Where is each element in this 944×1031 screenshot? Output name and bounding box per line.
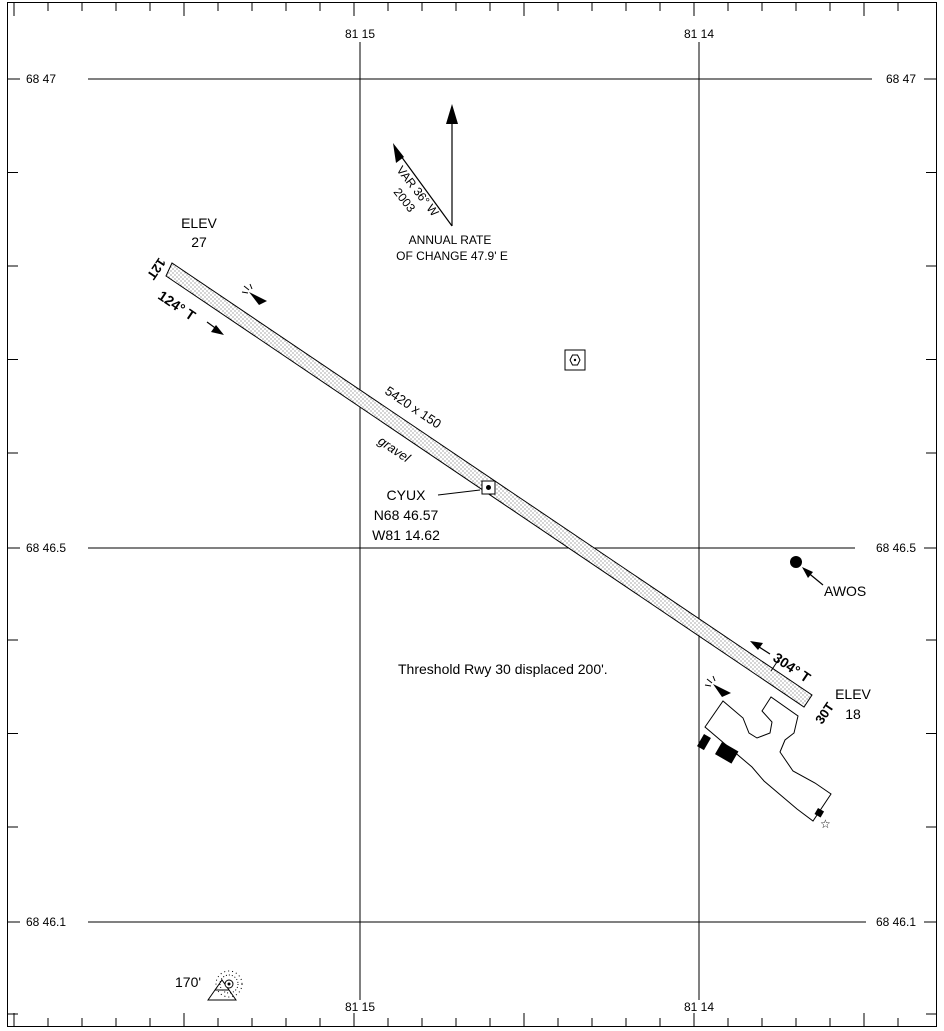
latitude-label-middle-left: 68 46.5 bbox=[26, 541, 66, 555]
latitude-label-top-right: 68 47 bbox=[886, 72, 916, 86]
runway-12-designator: 12T bbox=[144, 255, 169, 282]
airport-ident: CYUX bbox=[387, 487, 427, 503]
displaced-threshold-line bbox=[770, 658, 780, 672]
approach-light-icon-12 bbox=[241, 283, 267, 305]
approach-light-icon-30 bbox=[704, 675, 731, 697]
longitude-label-west-top: 81 15 bbox=[345, 27, 375, 41]
annual-rate-line2: OF CHANGE 47.9' E bbox=[396, 249, 508, 263]
latitude-label-middle-right: 68 46.5 bbox=[876, 541, 916, 555]
border-ticks bbox=[8, 3, 936, 1026]
longitude-label-east-bottom: 81 14 bbox=[684, 1000, 714, 1014]
building-2 bbox=[715, 742, 739, 764]
longitude-label-east-top: 81 14 bbox=[684, 27, 714, 41]
runway-12-heading-arrow bbox=[206, 321, 224, 335]
magnetic-north-arrow bbox=[393, 143, 453, 227]
obstruction-light-icon bbox=[207, 970, 243, 1001]
longitude-label-west-bottom: 81 15 bbox=[345, 1000, 375, 1014]
awos-label: AWOS bbox=[824, 583, 866, 599]
latitude-label-bottom-left: 68 46.1 bbox=[26, 915, 66, 929]
navaid-icon bbox=[564, 349, 586, 371]
threshold-note: Threshold Rwy 30 displaced 200'. bbox=[398, 661, 608, 677]
latitude-label-top-left: 68 47 bbox=[26, 72, 56, 86]
airport-ident-leader bbox=[437, 489, 481, 496]
airport-reference-point-icon bbox=[481, 480, 496, 495]
awos-arrow bbox=[802, 567, 824, 586]
obstacle-height: 170' bbox=[175, 974, 201, 990]
runway-30-designator: 30T bbox=[812, 700, 837, 727]
runway-30-elev-value: 18 bbox=[845, 706, 861, 722]
airport-longitude: W81 14.62 bbox=[372, 527, 440, 543]
airport-latitude: N68 46.57 bbox=[374, 507, 439, 523]
apron-taxiway bbox=[704, 696, 832, 822]
runway-30-heading-arrow bbox=[750, 641, 771, 655]
runway-12-elev-value: 27 bbox=[191, 234, 207, 250]
building-3 bbox=[814, 808, 825, 818]
building-1 bbox=[697, 734, 711, 751]
beacon-icon: ☆ bbox=[820, 817, 831, 831]
annual-rate-line1: ANNUAL RATE bbox=[409, 233, 492, 247]
runway-30-elev-label: ELEV bbox=[835, 686, 871, 702]
runway-12-elev-label: ELEV bbox=[181, 215, 217, 231]
north-arrow bbox=[446, 104, 458, 226]
latitude-label-bottom-right: 68 46.1 bbox=[876, 915, 916, 929]
map-frame bbox=[7, 2, 937, 1027]
awos-icon bbox=[790, 556, 802, 568]
